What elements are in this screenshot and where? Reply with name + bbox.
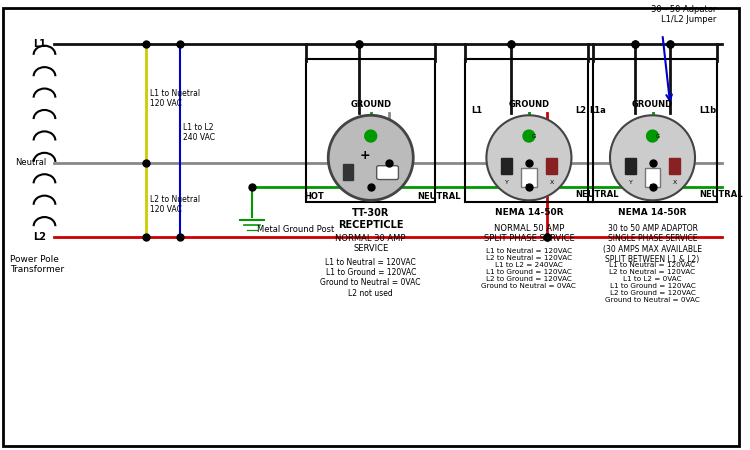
FancyBboxPatch shape <box>625 158 636 174</box>
Text: L1: L1 <box>471 106 482 115</box>
Text: G: G <box>656 134 660 139</box>
Text: X: X <box>550 180 554 184</box>
Text: L1: L1 <box>34 39 46 49</box>
Text: L2 to Nuetral
120 VAC: L2 to Nuetral 120 VAC <box>150 195 200 215</box>
Text: NEUTRAL: NEUTRAL <box>417 192 460 201</box>
Text: L1b: L1b <box>699 106 716 115</box>
Circle shape <box>487 115 572 200</box>
Text: NEUTRAL: NEUTRAL <box>575 190 619 199</box>
FancyBboxPatch shape <box>644 168 661 188</box>
FancyBboxPatch shape <box>546 158 556 174</box>
Text: NORMAL 30 AMP
SERVICE: NORMAL 30 AMP SERVICE <box>335 234 406 253</box>
Text: W: W <box>526 184 532 189</box>
Text: GROUND: GROUND <box>632 100 673 109</box>
Circle shape <box>610 115 695 200</box>
Text: Metal Ground Post: Metal Ground Post <box>257 225 334 234</box>
Text: Y: Y <box>506 180 509 184</box>
Text: 30 to 50 AMP ADAPTOR
SINGLE PHASE SERVICE
(30 AMPS MAX AVAILABLE
SPLIT BETWEEN L: 30 to 50 AMP ADAPTOR SINGLE PHASE SERVIC… <box>603 224 702 264</box>
Text: L2: L2 <box>575 106 586 115</box>
FancyBboxPatch shape <box>376 166 398 180</box>
Circle shape <box>523 130 535 142</box>
Text: GROUND: GROUND <box>350 100 392 109</box>
Text: Y: Y <box>628 180 633 184</box>
FancyBboxPatch shape <box>521 168 537 188</box>
Text: +: + <box>359 149 370 162</box>
Text: L1 to Neutral = 120VAC
L2 to Neutral = 120VAC
L1 to L2 = 0VAC
L1 to Ground = 120: L1 to Neutral = 120VAC L2 to Neutral = 1… <box>605 261 700 302</box>
Text: NORMAL 50 AMP
SPLIT PHASE SERVICE: NORMAL 50 AMP SPLIT PHASE SERVICE <box>484 224 574 243</box>
Text: NEMA 14-50R: NEMA 14-50R <box>618 208 687 217</box>
Text: L1 to L2
240 VAC: L1 to L2 240 VAC <box>183 123 215 142</box>
Text: TT-30R
RECEPTICLE: TT-30R RECEPTICLE <box>338 208 404 230</box>
FancyBboxPatch shape <box>501 158 512 174</box>
Circle shape <box>328 115 413 200</box>
Text: L1 to Neutral = 120VAC
L2 to Neutral = 120VAC
L1 to L2 = 240VAC
L1 to Ground = 1: L1 to Neutral = 120VAC L2 to Neutral = 1… <box>482 248 576 289</box>
Text: Power Pole
Transformer: Power Pole Transformer <box>10 255 64 274</box>
Text: NEUTRAL: NEUTRAL <box>699 190 742 199</box>
FancyBboxPatch shape <box>343 164 353 180</box>
Circle shape <box>646 130 658 142</box>
Text: X: X <box>673 180 677 184</box>
Text: L1a: L1a <box>590 106 606 115</box>
Text: 30 - 50 Adpator
L1/L2 Jumper: 30 - 50 Adpator L1/L2 Jumper <box>652 5 717 24</box>
Text: G: G <box>532 134 536 139</box>
Text: L1 to Neutral = 120VAC
L1 to Ground = 120VAC
Ground to Neutral = 0VAC
L2 not use: L1 to Neutral = 120VAC L1 to Ground = 12… <box>320 258 421 298</box>
Text: W: W <box>650 184 656 189</box>
Text: Neutral: Neutral <box>15 158 46 167</box>
Text: L2: L2 <box>34 232 46 242</box>
Text: HOT: HOT <box>304 192 324 201</box>
FancyBboxPatch shape <box>669 158 680 174</box>
Circle shape <box>364 130 376 142</box>
Text: L1 to Nuetral
120 VAC: L1 to Nuetral 120 VAC <box>150 89 200 108</box>
Text: GROUND: GROUND <box>509 100 550 109</box>
Text: NEMA 14-50R: NEMA 14-50R <box>495 208 563 217</box>
